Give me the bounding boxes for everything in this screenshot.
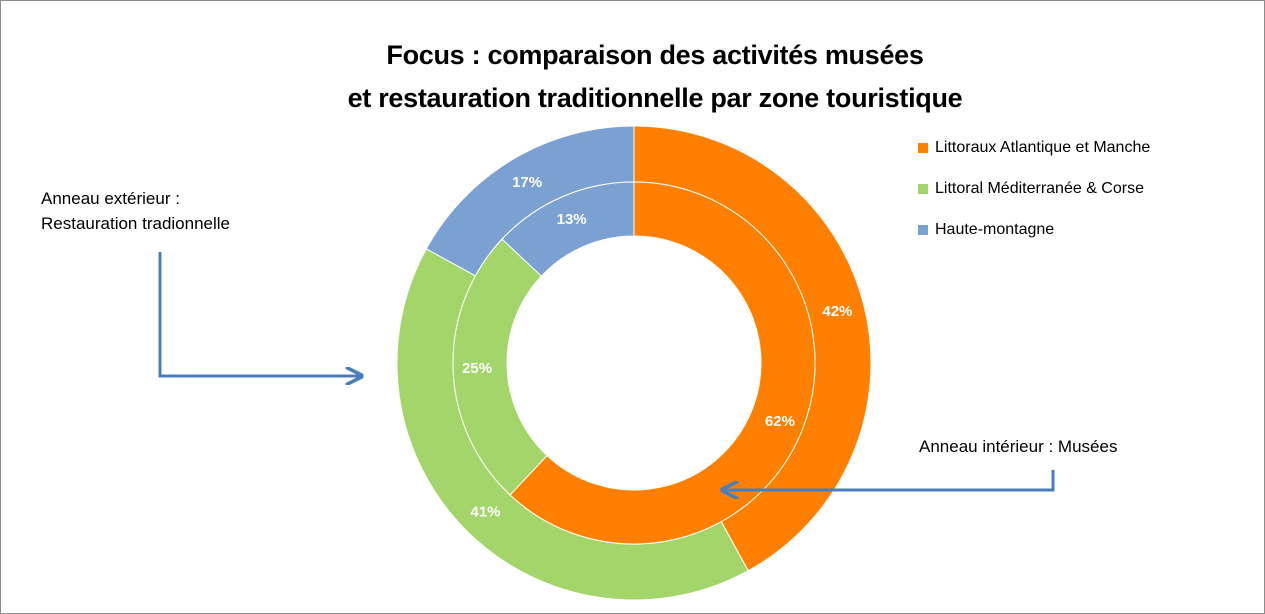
chart-title-line-1: Focus : comparaison des activités musées [386,40,924,70]
legend-swatch-montagne [918,224,928,235]
inner-ring-segment-atlantique [509,181,816,545]
legend-label-mediterranee: Littoral Méditerranée & Corse [935,179,1144,197]
legend-swatch-mediterranee [918,183,928,194]
chart-title: Focus : comparaison des activités musées… [0,34,1265,120]
legend-label-montagne: Haute-montagne [935,220,1055,238]
inner-ring-segment-montagne [501,181,635,277]
legend-label-atlantique: Littoraux Atlantique et Manche [935,138,1151,156]
outer-ring-annotation-arrow [158,252,360,376]
chart-title-line-2: et restauration traditionnelle par zone … [347,83,963,113]
inner-ring-label-montagne: 13% [557,211,587,228]
inner-ring-label-mediterranee: 25% [462,360,492,377]
inner-ring-annotation-arrow [724,470,1055,490]
outer-ring-label-mediterranee: 41% [470,503,500,520]
legend-item-montagne: Haute-montagne [918,209,1150,250]
outer-ring-annotation-line-1: Anneau extérieur : [41,189,180,208]
legend: Littoraux Atlantique et Manche Littoral … [918,127,1150,250]
outer-ring-segment-mediterranee [396,248,749,601]
inner-ring-annotation: Anneau intérieur : Musées [919,437,1118,456]
outer-ring-annotation: Anneau extérieur : Restauration tradionn… [41,186,230,236]
legend-item-atlantique: Littoraux Atlantique et Manche [918,127,1150,168]
outer-ring-annotation-line-2: Restauration tradionnelle [41,214,231,233]
inner-ring-label-atlantique: 62% [765,413,795,430]
legend-swatch-atlantique [918,142,928,153]
outer-ring-label-montagne: 17% [512,174,542,191]
legend-item-mediterranee: Littoral Méditerranée & Corse [918,168,1150,209]
outer-ring-label-atlantique: 42% [822,303,852,320]
